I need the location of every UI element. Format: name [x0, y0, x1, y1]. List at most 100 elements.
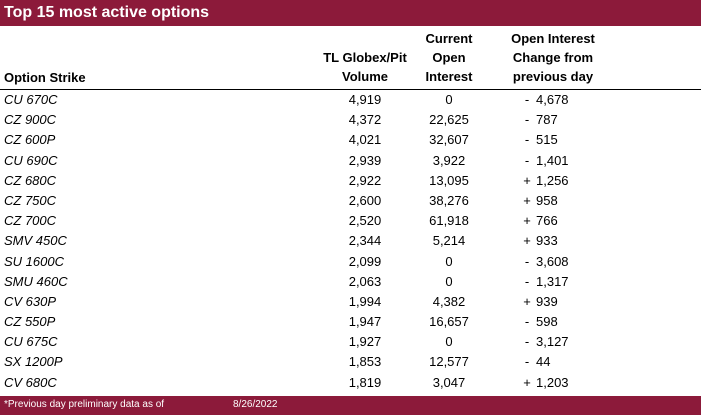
title-bar: Top 15 most active options [0, 0, 701, 26]
header-change-line3: previous day [512, 69, 594, 84]
volume: 1,947 [348, 314, 382, 330]
change-sign: - [524, 132, 530, 148]
table-row: SX 1200P 1,853 12,577 - 44 [0, 352, 701, 372]
change-sign: + [523, 293, 531, 309]
footer-bar: *Previous day preliminary data as of 8/2… [0, 396, 701, 415]
table-row: CZ 680C 2,922 13,095 + 1,256 [0, 171, 701, 191]
option-strike: SX 1200P [4, 354, 63, 370]
volume: 2,099 [348, 253, 382, 269]
change-sign: - [524, 273, 530, 289]
option-strike: CZ 900C [4, 112, 57, 128]
change-sign: + [523, 192, 531, 208]
change-sign: + [523, 374, 531, 390]
table-row: SMV 450C 2,344 5,214 + 933 [0, 231, 701, 251]
open-interest: 61,918 [429, 213, 469, 229]
table-row: CU 690C 2,939 3,922 - 1,401 [0, 151, 701, 171]
header-change-line2: Change from [512, 50, 594, 65]
table-title: Top 15 most active options [4, 4, 210, 21]
change-sign: - [524, 253, 530, 269]
change-value: 1,203 [536, 374, 569, 390]
volume: 1,853 [348, 354, 382, 370]
table-row: CU 675C 1,927 0 - 3,127 [0, 332, 701, 352]
change-sign: + [523, 172, 531, 188]
option-strike: SMV 450C [4, 233, 67, 249]
open-interest: 12,577 [429, 354, 469, 370]
change-sign: - [524, 92, 530, 107]
table-row: CV 680C 1,819 3,047 + 1,203 [0, 373, 701, 393]
change-value: 766 [536, 213, 558, 229]
change-sign: - [524, 112, 530, 128]
change-value: 1,317 [536, 273, 569, 289]
open-interest: 38,276 [429, 192, 469, 208]
option-strike: CZ 550P [4, 314, 56, 330]
table-row: CZ 550P 1,947 16,657 - 598 [0, 312, 701, 332]
header-volume-line1: TL Globex/Pit [323, 50, 407, 65]
footer-note: *Previous day preliminary data as of [4, 399, 165, 410]
open-interest: 3,047 [432, 374, 466, 390]
option-strike: CU 670C [4, 92, 58, 107]
change-sign: - [524, 354, 530, 370]
volume: 2,520 [348, 213, 382, 229]
header-oi-line1: Current [425, 31, 473, 46]
option-strike: CV 630P [4, 293, 57, 309]
change-sign: - [524, 314, 530, 330]
open-interest: 16,657 [429, 314, 469, 330]
change-value: 3,608 [536, 253, 569, 269]
change-value: 1,401 [536, 152, 569, 168]
header-change: Open Interest Change from previous day [486, 29, 620, 86]
volume: 2,344 [348, 233, 382, 249]
header-oi-line2: Open [432, 50, 466, 65]
volume: 1,819 [348, 374, 382, 390]
option-strike: CV 680C [4, 374, 57, 390]
volume: 4,372 [348, 112, 382, 128]
option-strike: SU 1600C [4, 253, 64, 269]
option-strike: CU 675C [4, 334, 58, 350]
table-row: CZ 750C 2,600 38,276 + 958 [0, 191, 701, 211]
change-value: 44 [536, 354, 551, 370]
table-row: SU 1600C 2,099 0 - 3,608 [0, 252, 701, 272]
header-volume: TL Globex/Pit Volume [300, 48, 430, 86]
change-value: 598 [536, 314, 558, 330]
table-row: CU 670C 4,919 0 - 4,678 [0, 90, 701, 110]
change-value: 515 [536, 132, 558, 148]
change-value: 1,256 [536, 172, 569, 188]
volume: 2,939 [348, 152, 382, 168]
option-strike: SMU 460C [4, 273, 68, 289]
open-interest: 0 [445, 334, 453, 350]
change-value: 939 [536, 293, 558, 309]
change-value: 787 [536, 112, 558, 128]
change-value: 4,678 [536, 92, 569, 107]
header-volume-line2: Volume [342, 69, 388, 84]
table-row: SMU 460C 2,063 0 - 1,317 [0, 272, 701, 292]
change-sign: + [523, 213, 531, 229]
open-interest: 0 [445, 273, 453, 289]
option-strike: CZ 750C [4, 192, 57, 208]
open-interest: 4,382 [432, 293, 466, 309]
open-interest: 3,922 [432, 152, 466, 168]
change-value: 958 [536, 192, 558, 208]
table-row: CZ 900C 4,372 22,625 - 787 [0, 110, 701, 130]
change-sign: - [524, 152, 530, 168]
volume: 4,021 [348, 132, 382, 148]
header-oi-line3: Interest [425, 69, 473, 84]
table-row: CV 630P 1,994 4,382 + 939 [0, 292, 701, 312]
table-row: CZ 600P 4,021 32,607 - 515 [0, 130, 701, 150]
volume: 4,919 [348, 92, 382, 107]
open-interest: 22,625 [429, 112, 469, 128]
volume: 2,600 [348, 192, 382, 208]
option-strike: CZ 700C [4, 213, 57, 229]
change-value: 933 [536, 233, 558, 249]
volume: 1,927 [348, 334, 382, 350]
options-table-body: CU 670C 4,919 0 - 4,678 CZ 900C 4,372 22… [0, 90, 701, 393]
table-row: CZ 700C 2,520 61,918 + 766 [0, 211, 701, 231]
change-sign: + [523, 233, 531, 249]
header-option-strike: Option Strike [4, 70, 86, 85]
open-interest: 5,214 [432, 233, 466, 249]
open-interest: 32,607 [429, 132, 469, 148]
header-change-line1: Open Interest [511, 31, 595, 46]
volume: 2,063 [348, 273, 382, 289]
header-open-interest: Current Open Interest [404, 29, 494, 86]
open-interest: 13,095 [429, 172, 469, 188]
change-sign: - [524, 334, 530, 350]
footer-date: 8/26/2022 [233, 399, 278, 410]
